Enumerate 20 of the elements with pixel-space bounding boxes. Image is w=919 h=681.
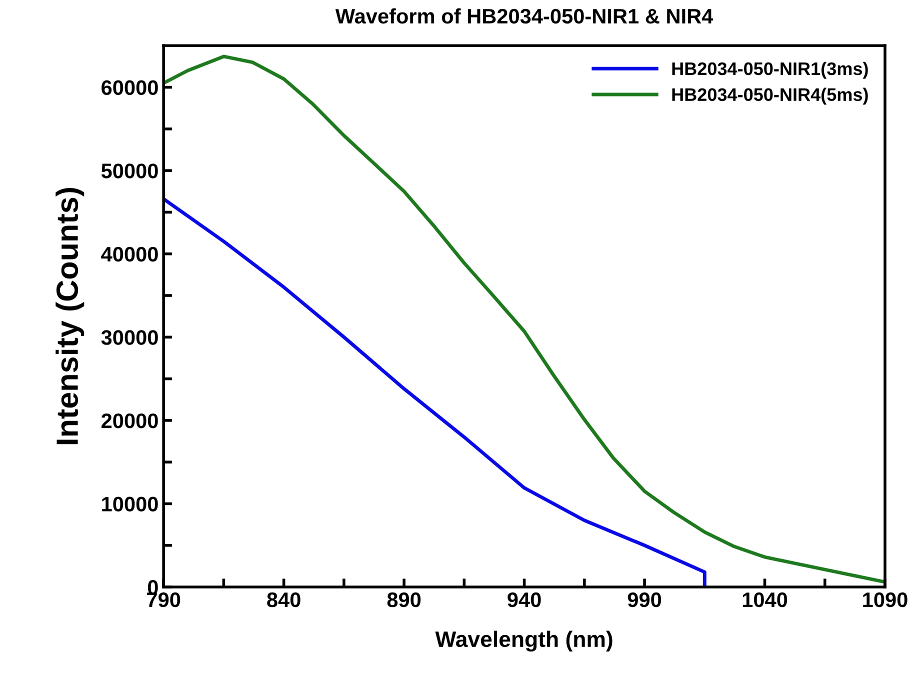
y-tick-label: 50000 — [101, 164, 158, 178]
legend-label: HB2034-050-NIR1(3ms) — [672, 62, 868, 79]
x-tick-label: 1040 — [742, 592, 788, 608]
y-tick-label: 60000 — [102, 80, 158, 96]
chart-title: Waveform of HB2034-050-NIR1 & NIR4 — [335, 8, 714, 24]
x-tick-label: 790 — [147, 592, 180, 608]
y-axis-title: Intensity (Counts) — [56, 188, 84, 444]
y-tick-label: 20000 — [102, 413, 158, 428]
line-series — [164, 197, 706, 588]
x-tick-label: 840 — [267, 592, 300, 608]
x-tick-label: 940 — [508, 592, 541, 608]
x-tick-label: 990 — [628, 592, 662, 608]
x-tick-label: 890 — [387, 592, 421, 608]
y-tick-label: 10000 — [102, 496, 158, 512]
y-tick-label: 30000 — [101, 330, 158, 345]
x-tick-label: 1090 — [863, 592, 908, 608]
legend-label: HB2034-050-NIR4(5ms) — [672, 88, 868, 105]
y-tick-label: 40000 — [101, 246, 158, 262]
line-series — [164, 54, 885, 584]
x-axis-title: Wavelength (nm) — [435, 630, 612, 652]
